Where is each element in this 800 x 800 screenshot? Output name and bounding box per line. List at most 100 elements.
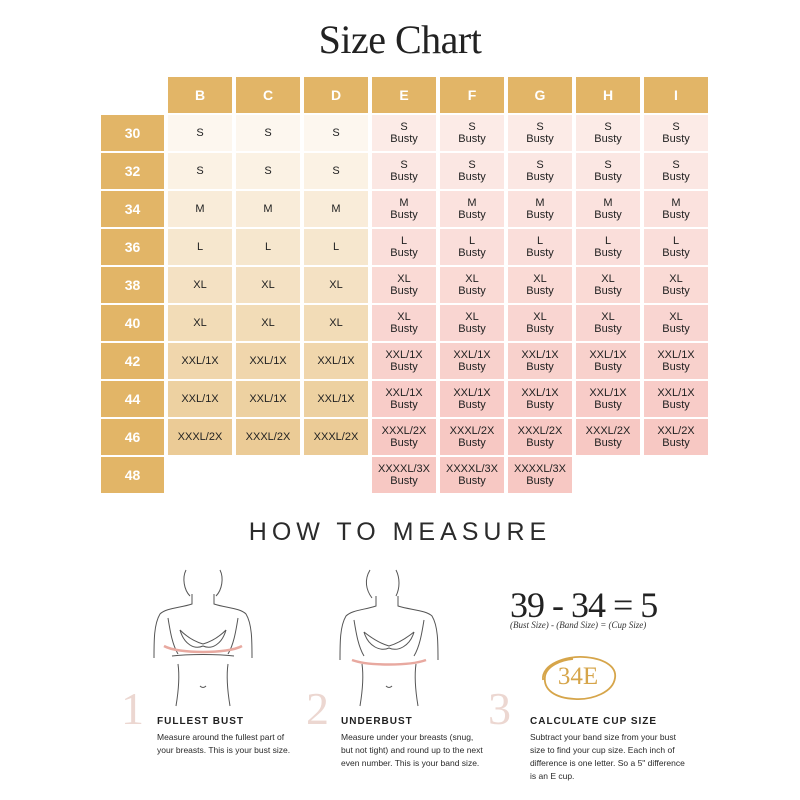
busty-label: Busty — [458, 285, 486, 297]
size-cell: L — [168, 229, 232, 265]
size-label: XXXL/2X — [245, 431, 291, 443]
band-header-40: 40 — [101, 305, 164, 341]
size-label: XXL/1X — [589, 387, 627, 399]
busty-label: Busty — [390, 399, 418, 411]
size-cell: XL — [236, 305, 300, 341]
size-label: XXL/1X — [317, 355, 355, 367]
busty-label: Busty — [458, 475, 486, 487]
size-cell: XXXL/2X — [236, 419, 300, 455]
size-cell: XL Busty — [576, 267, 640, 303]
size-cell: XXL/1X Busty — [440, 343, 504, 379]
size-label: L — [604, 235, 612, 247]
size-label: L — [264, 241, 272, 253]
busty-label: Busty — [526, 361, 554, 373]
size-cell: XXXXL/3X Busty — [372, 457, 436, 493]
size-label: S — [332, 127, 340, 139]
size-cell: XXL/1X Busty — [372, 343, 436, 379]
size-label: XL — [193, 279, 207, 291]
size-cell: S Busty — [372, 153, 436, 189]
size-cell: L — [236, 229, 300, 265]
size-label: XXL/1X — [181, 393, 219, 405]
size-cell: XXL/1X Busty — [576, 381, 640, 417]
size-label: XXL/1X — [521, 387, 559, 399]
size-label: S — [604, 121, 612, 133]
busty-label: Busty — [662, 171, 690, 183]
page-title: Size Chart — [318, 17, 482, 62]
size-cell: S — [304, 153, 368, 189]
size-label: XXXXL/3X — [378, 463, 430, 475]
step-3-number: 3 — [488, 683, 511, 734]
busty-label: Busty — [458, 361, 486, 373]
cup-header-d: D — [304, 77, 368, 113]
size-cell: XXL/1X Busty — [508, 381, 572, 417]
size-label: XXXL/2X — [517, 425, 563, 437]
size-label: XXXL/2X — [585, 425, 631, 437]
band-header-46: 46 — [101, 419, 164, 455]
busty-label: Busty — [662, 247, 690, 259]
size-cell: M Busty — [576, 191, 640, 227]
size-cell: M — [236, 191, 300, 227]
size-cell: L Busty — [576, 229, 640, 265]
size-label: S — [400, 159, 408, 171]
size-label: XXL/1X — [249, 393, 287, 405]
size-cell: L Busty — [440, 229, 504, 265]
size-label: XL — [533, 311, 547, 323]
busty-label: Busty — [526, 399, 554, 411]
size-cell: XL Busty — [440, 267, 504, 303]
size-label: S — [196, 165, 204, 177]
result-badge-circle — [542, 656, 616, 700]
busty-label: Busty — [458, 171, 486, 183]
busty-label: Busty — [662, 437, 690, 449]
busty-label: Busty — [390, 437, 418, 449]
busty-label: Busty — [594, 171, 622, 183]
busty-label: Busty — [390, 209, 418, 221]
step-1-title: FULLEST BUST — [157, 716, 244, 727]
size-cell: XXXL/2X Busty — [440, 419, 504, 455]
size-cell: XL Busty — [372, 305, 436, 341]
size-cell: S Busty — [372, 115, 436, 151]
size-label: XL — [601, 273, 615, 285]
size-cell: L — [304, 229, 368, 265]
size-label: XL — [669, 273, 683, 285]
size-label: XXL/1X — [521, 349, 559, 361]
band-header-36: 36 — [101, 229, 164, 265]
size-cell: XL Busty — [508, 305, 572, 341]
size-cell: M Busty — [508, 191, 572, 227]
size-cell: L Busty — [644, 229, 708, 265]
size-label: XL — [329, 279, 343, 291]
size-cell: L Busty — [508, 229, 572, 265]
size-label: XL — [329, 317, 343, 329]
size-label: L — [468, 235, 476, 247]
size-label: M — [535, 197, 545, 209]
busty-label: Busty — [594, 361, 622, 373]
size-cell: XXXL/2X Busty — [372, 419, 436, 455]
size-cell: XXL/1X — [236, 381, 300, 417]
busty-label: Busty — [526, 133, 554, 145]
size-label: XXXXL/3X — [446, 463, 498, 475]
size-cell: XXL/1X — [168, 381, 232, 417]
step-3-description: Subtract your band size from your bust s… — [530, 732, 685, 781]
busty-label: Busty — [662, 209, 690, 221]
size-cell: XXXXL/3X Busty — [508, 457, 572, 493]
size-cell: S Busty — [644, 153, 708, 189]
size-cell: L Busty — [372, 229, 436, 265]
result-badge: 34E — [557, 663, 599, 690]
size-cell: M Busty — [644, 191, 708, 227]
size-cell: XL Busty — [372, 267, 436, 303]
size-label: XXL/1X — [249, 355, 287, 367]
underbust-illustration — [339, 569, 439, 707]
size-cell: S — [236, 115, 300, 151]
busty-label: Busty — [458, 323, 486, 335]
size-cell: S — [236, 153, 300, 189]
size-label: XXL/1X — [317, 393, 355, 405]
size-cell: XXL/1X — [236, 343, 300, 379]
busty-label: Busty — [390, 133, 418, 145]
busty-label: Busty — [662, 399, 690, 411]
size-cell: XXL/1X — [168, 343, 232, 379]
size-label: XL — [533, 273, 547, 285]
equation-labels: (Bust Size) - (Band Size) = (Cup Size) — [510, 620, 647, 630]
size-cell: S — [168, 153, 232, 189]
size-label: XXL/1X — [589, 349, 627, 361]
size-cell: M — [168, 191, 232, 227]
band-header-30: 30 — [101, 115, 164, 151]
